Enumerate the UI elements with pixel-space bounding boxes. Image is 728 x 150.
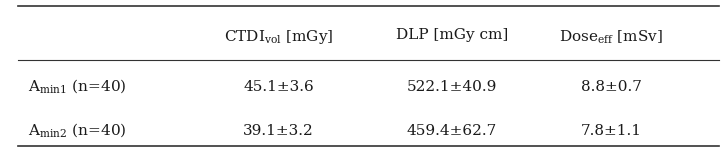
Text: Dose$_{\mathregular{eff}}$ [mSv]: Dose$_{\mathregular{eff}}$ [mSv] (559, 28, 663, 46)
Text: 8.8±0.7: 8.8±0.7 (580, 80, 641, 94)
Text: 522.1±40.9: 522.1±40.9 (407, 80, 497, 94)
Text: 45.1±3.6: 45.1±3.6 (243, 80, 314, 94)
Text: CTDI$_{\mathregular{vol}}$ [mGy]: CTDI$_{\mathregular{vol}}$ [mGy] (224, 28, 333, 46)
Text: DLP [mGy cm]: DLP [mGy cm] (396, 28, 508, 42)
Text: 39.1±3.2: 39.1±3.2 (243, 124, 314, 138)
Text: 459.4±62.7: 459.4±62.7 (407, 124, 497, 138)
Text: A$_{\mathregular{min1}}$ (n=40): A$_{\mathregular{min1}}$ (n=40) (28, 78, 127, 96)
Text: 7.8±1.1: 7.8±1.1 (580, 124, 641, 138)
Text: A$_{\mathregular{min2}}$ (n=40): A$_{\mathregular{min2}}$ (n=40) (28, 122, 127, 140)
